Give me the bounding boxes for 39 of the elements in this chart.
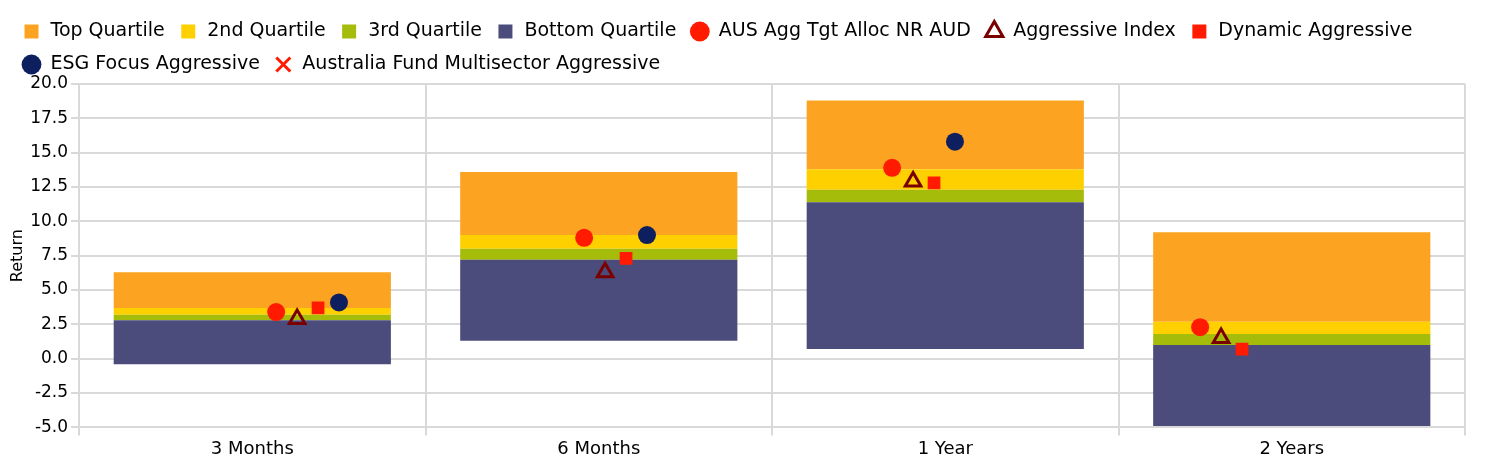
y-tick-label: 20.0 — [30, 72, 69, 93]
y-tick-label: 2.5 — [41, 312, 69, 333]
bar — [460, 248, 738, 260]
bar — [460, 171, 738, 236]
bar — [113, 320, 391, 365]
bar — [1153, 232, 1431, 322]
bar — [1153, 334, 1431, 345]
bar — [1153, 321, 1431, 334]
bar — [1153, 344, 1431, 427]
bar — [460, 259, 738, 341]
legend-label: ESG Focus Aggressive — [50, 51, 260, 74]
x-tick-label: 2 Years — [1259, 436, 1325, 458]
y-tick-label: 12.5 — [30, 175, 69, 196]
legend-label: Dynamic Aggressive — [1218, 18, 1413, 41]
bar — [806, 100, 1084, 170]
y-tick-label: 5.0 — [41, 278, 69, 299]
bar — [460, 235, 738, 249]
legend-label: AUS Agg Tgt Alloc NR AUD — [718, 18, 971, 41]
legend-label: 3rd Quartile — [368, 18, 482, 41]
y-tick-label: 15.0 — [30, 141, 69, 162]
legend-label: Bottom Quartile — [524, 18, 677, 41]
legend-label: 2nd Quartile — [207, 18, 326, 41]
bar — [806, 202, 1084, 350]
bar — [806, 169, 1084, 190]
bar — [806, 189, 1084, 203]
legend-label: Top Quartile — [49, 18, 165, 41]
y-tick-label: -5.0 — [34, 415, 69, 436]
y-tick-label: 17.5 — [30, 106, 69, 127]
y-tick-label: 0.0 — [41, 347, 69, 368]
y-axis-title: Return — [6, 229, 26, 283]
legend-label: Aggressive Index — [1013, 18, 1176, 41]
y-tick-label: -2.5 — [34, 381, 69, 402]
y-tick-label: 10.0 — [30, 209, 69, 230]
y-tick-label: 7.5 — [41, 244, 69, 265]
x-tick-label: 6 Months — [557, 436, 641, 458]
bar — [113, 272, 391, 308]
legend-label: Australia Fund Multisector Aggressive — [302, 51, 661, 74]
x-tick-label: 1 Year — [917, 436, 974, 458]
x-tick-label: 3 Months — [210, 436, 294, 458]
